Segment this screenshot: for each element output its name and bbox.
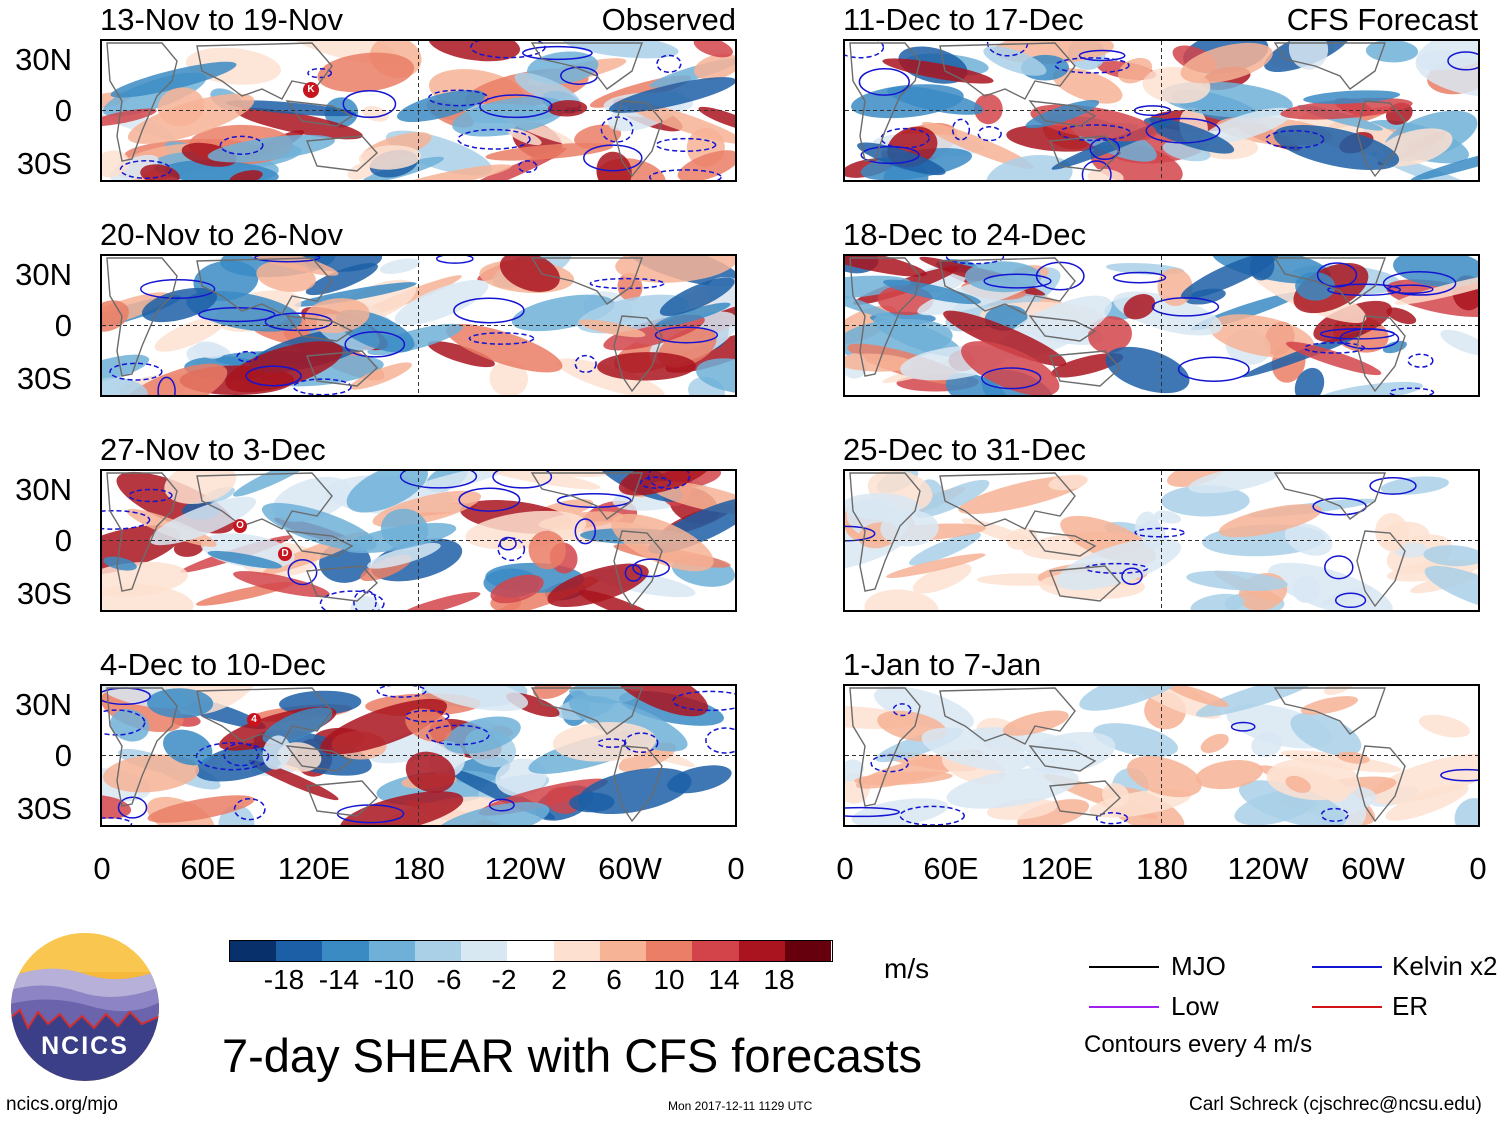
colorbar-tick: 2 bbox=[551, 964, 567, 995]
y-label-30n: 30N bbox=[15, 687, 72, 722]
panel-title-right-2: 18-Dec to 24-Dec bbox=[843, 217, 1086, 252]
x-label: 60E bbox=[923, 851, 979, 886]
y-label-30s: 30S bbox=[16, 146, 72, 181]
storm-marker: D bbox=[278, 547, 292, 561]
y-label-30s: 30S bbox=[16, 576, 72, 611]
colorbar-tick: -14 bbox=[318, 964, 360, 995]
colorbar-swatch bbox=[368, 941, 416, 961]
legend-label-mjo: MJO bbox=[1171, 951, 1226, 981]
legend-label-kelvin: Kelvin x2 bbox=[1392, 951, 1498, 981]
shear-field bbox=[102, 256, 735, 395]
legend-label-er: ER bbox=[1392, 991, 1429, 1021]
x-label: 120W bbox=[1227, 851, 1309, 886]
colorbar-swatch bbox=[646, 941, 693, 961]
colorbar-units: m/s bbox=[884, 953, 930, 984]
shear-field bbox=[845, 256, 1478, 395]
map-panel-left-3 bbox=[100, 469, 737, 612]
shear-field bbox=[845, 686, 1478, 825]
logo-text: NCICS bbox=[41, 1032, 129, 1060]
x-label: 120W bbox=[484, 851, 566, 886]
panel-title-right-1: 11-Dec to 17-Dec bbox=[843, 2, 1084, 37]
colorbar-swatch bbox=[276, 941, 323, 961]
y-label-30n: 30N bbox=[15, 472, 72, 507]
map-panel-left-1 bbox=[100, 39, 737, 182]
colorbar-swatch bbox=[414, 941, 462, 961]
panel-title-left-4: 4-Dec to 10-Dec bbox=[100, 647, 326, 682]
legend-line-mjo bbox=[1089, 966, 1159, 968]
x-label: 180 bbox=[393, 851, 445, 886]
colorbar-tick: 6 bbox=[606, 964, 622, 995]
shear-field bbox=[102, 471, 735, 610]
observed-label: Observed bbox=[601, 2, 736, 37]
x-label: 0 bbox=[727, 851, 745, 886]
contour-note: Contours every 4 m/s bbox=[1084, 1031, 1313, 1058]
map-panel-left-2 bbox=[100, 254, 737, 397]
forecast-label: CFS Forecast bbox=[1286, 2, 1478, 37]
colorbar-swatch bbox=[553, 941, 601, 961]
shear-field bbox=[102, 41, 735, 180]
legend-label-low: Low bbox=[1171, 991, 1219, 1021]
map-panel-right-4 bbox=[843, 684, 1480, 827]
colorbar bbox=[229, 940, 833, 962]
footer-url[interactable]: ncics.org/mjo bbox=[6, 1094, 118, 1115]
legend-line-kelvin bbox=[1312, 966, 1382, 968]
y-label-eq: 0 bbox=[54, 93, 72, 128]
x-label: 60W bbox=[598, 851, 662, 886]
colorbar-swatch bbox=[599, 941, 647, 961]
main-title: 7-day SHEAR with CFS forecasts bbox=[222, 1029, 922, 1082]
x-label: 120E bbox=[1020, 851, 1094, 886]
y-label-30n: 30N bbox=[15, 257, 72, 292]
colorbar-tick: 10 bbox=[653, 964, 685, 995]
panel-title-right-3: 25-Dec to 31-Dec bbox=[843, 432, 1086, 467]
map-panel-right-2 bbox=[843, 254, 1480, 397]
colorbar-swatch bbox=[692, 941, 740, 961]
x-label: 0 bbox=[1469, 851, 1487, 886]
colorbar-tick: -6 bbox=[436, 964, 462, 995]
colorbar-swatch bbox=[322, 941, 370, 961]
x-label: 60E bbox=[180, 851, 236, 886]
panel-title-left-2: 20-Nov to 26-Nov bbox=[100, 217, 343, 252]
panel-title-left-3: 27-Nov to 3-Dec bbox=[100, 432, 326, 467]
footer-timestamp: Mon 2017-12-11 1129 UTC bbox=[668, 1099, 813, 1113]
map-panel-right-3 bbox=[843, 469, 1480, 612]
legend-line-low bbox=[1089, 1006, 1159, 1008]
colorbar-swatch bbox=[507, 941, 555, 961]
storm-marker: K bbox=[303, 82, 319, 98]
storm-marker: 4 bbox=[247, 713, 261, 727]
colorbar-tick: -2 bbox=[491, 964, 517, 995]
colorbar-tick: -10 bbox=[373, 964, 415, 995]
x-label: 180 bbox=[1136, 851, 1188, 886]
colorbar-tick: 14 bbox=[708, 964, 740, 995]
colorbar-tick: 18 bbox=[763, 964, 795, 995]
shear-field bbox=[845, 471, 1478, 610]
colorbar-swatch bbox=[461, 941, 508, 961]
legend-line-er bbox=[1312, 1006, 1382, 1008]
y-label-30s: 30S bbox=[16, 791, 72, 826]
shear-field bbox=[845, 41, 1478, 180]
x-label: 0 bbox=[836, 851, 854, 886]
colorbar-swatch bbox=[230, 941, 277, 961]
colorbar-swatch bbox=[738, 941, 786, 961]
y-label-eq: 0 bbox=[54, 738, 72, 773]
ncics-logo: NCICS bbox=[10, 932, 160, 1082]
map-panel-right-1 bbox=[843, 39, 1480, 182]
logo-icon bbox=[11, 933, 159, 1081]
x-label: 120E bbox=[277, 851, 351, 886]
map-panel-left-4 bbox=[100, 684, 737, 827]
y-label-30s: 30S bbox=[16, 361, 72, 396]
colorbar-swatch bbox=[784, 941, 832, 961]
y-label-eq: 0 bbox=[54, 308, 72, 343]
panel-title-right-4: 1-Jan to 7-Jan bbox=[843, 647, 1042, 682]
footer-credit[interactable]: Carl Schreck (cjschrec@ncsu.edu) bbox=[1189, 1094, 1482, 1115]
x-label: 0 bbox=[93, 851, 111, 886]
colorbar-tick: -18 bbox=[263, 964, 305, 995]
y-label-eq: 0 bbox=[54, 523, 72, 558]
storm-marker: O bbox=[233, 519, 247, 533]
shear-field bbox=[102, 686, 735, 825]
panel-title-left-1: 13-Nov to 19-Nov bbox=[100, 2, 343, 37]
x-label: 60W bbox=[1341, 851, 1405, 886]
y-label-30n: 30N bbox=[15, 42, 72, 77]
